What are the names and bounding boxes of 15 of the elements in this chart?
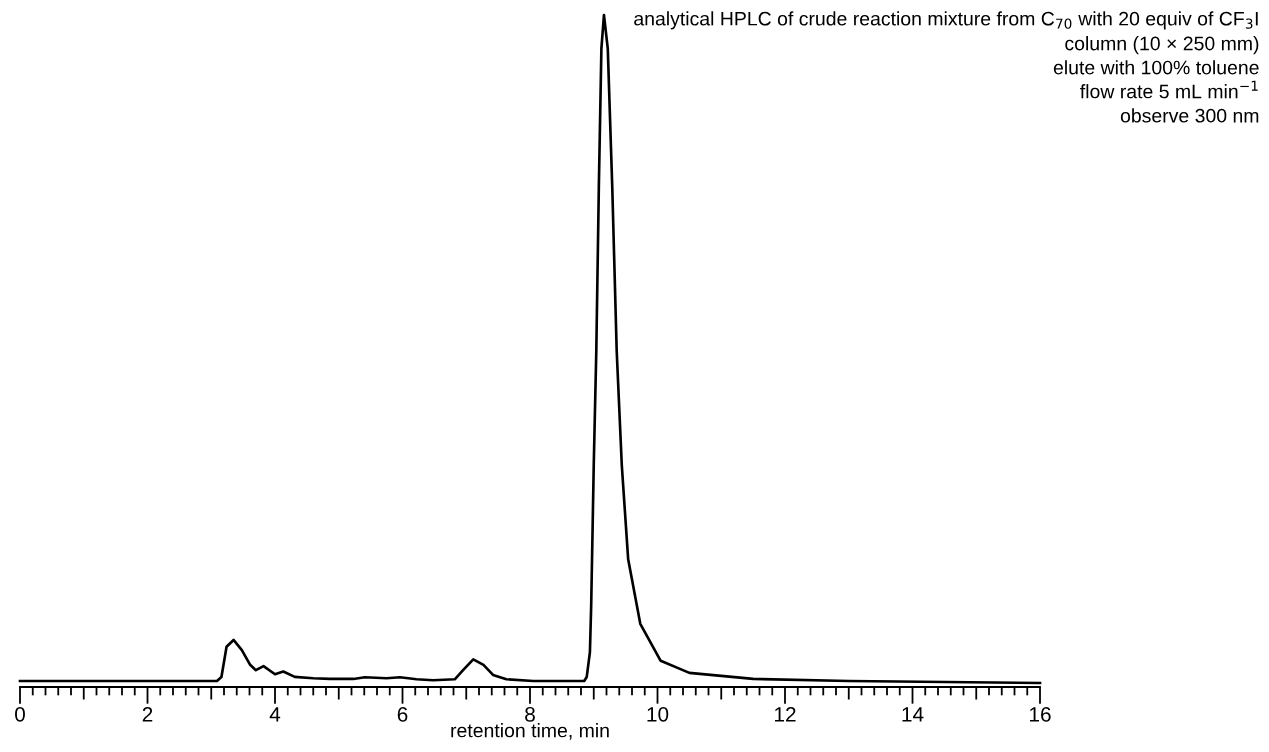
x-tick-label: 6 — [397, 706, 408, 722]
x-tick-label: 14 — [902, 707, 924, 722]
x-tick-label: 0 — [15, 706, 25, 722]
text: column (10 × 250 mm) — [1065, 36, 1259, 55]
x-tick-label: 10 — [647, 706, 669, 722]
x-axis-title: retention time, min — [451, 723, 609, 740]
x-tick-label: 4 — [269, 707, 281, 722]
text: flow rate 5 mL min$^{−1}$ — [1080, 80, 1258, 99]
x-tick-label: 16 — [1030, 706, 1051, 722]
text: elute with 100% toluene — [1053, 60, 1259, 75]
x-tick-label: 12 — [775, 706, 796, 722]
x-tick-label: 2 — [142, 706, 153, 722]
text: observe 300 nm — [1120, 108, 1259, 123]
x-tick-label: 8 — [525, 706, 535, 722]
annotation: analytical HPLC of crude reaction mixture from C$_{70}$ with 20 equiv of CF$_{3}$I — [634, 11, 1258, 30]
